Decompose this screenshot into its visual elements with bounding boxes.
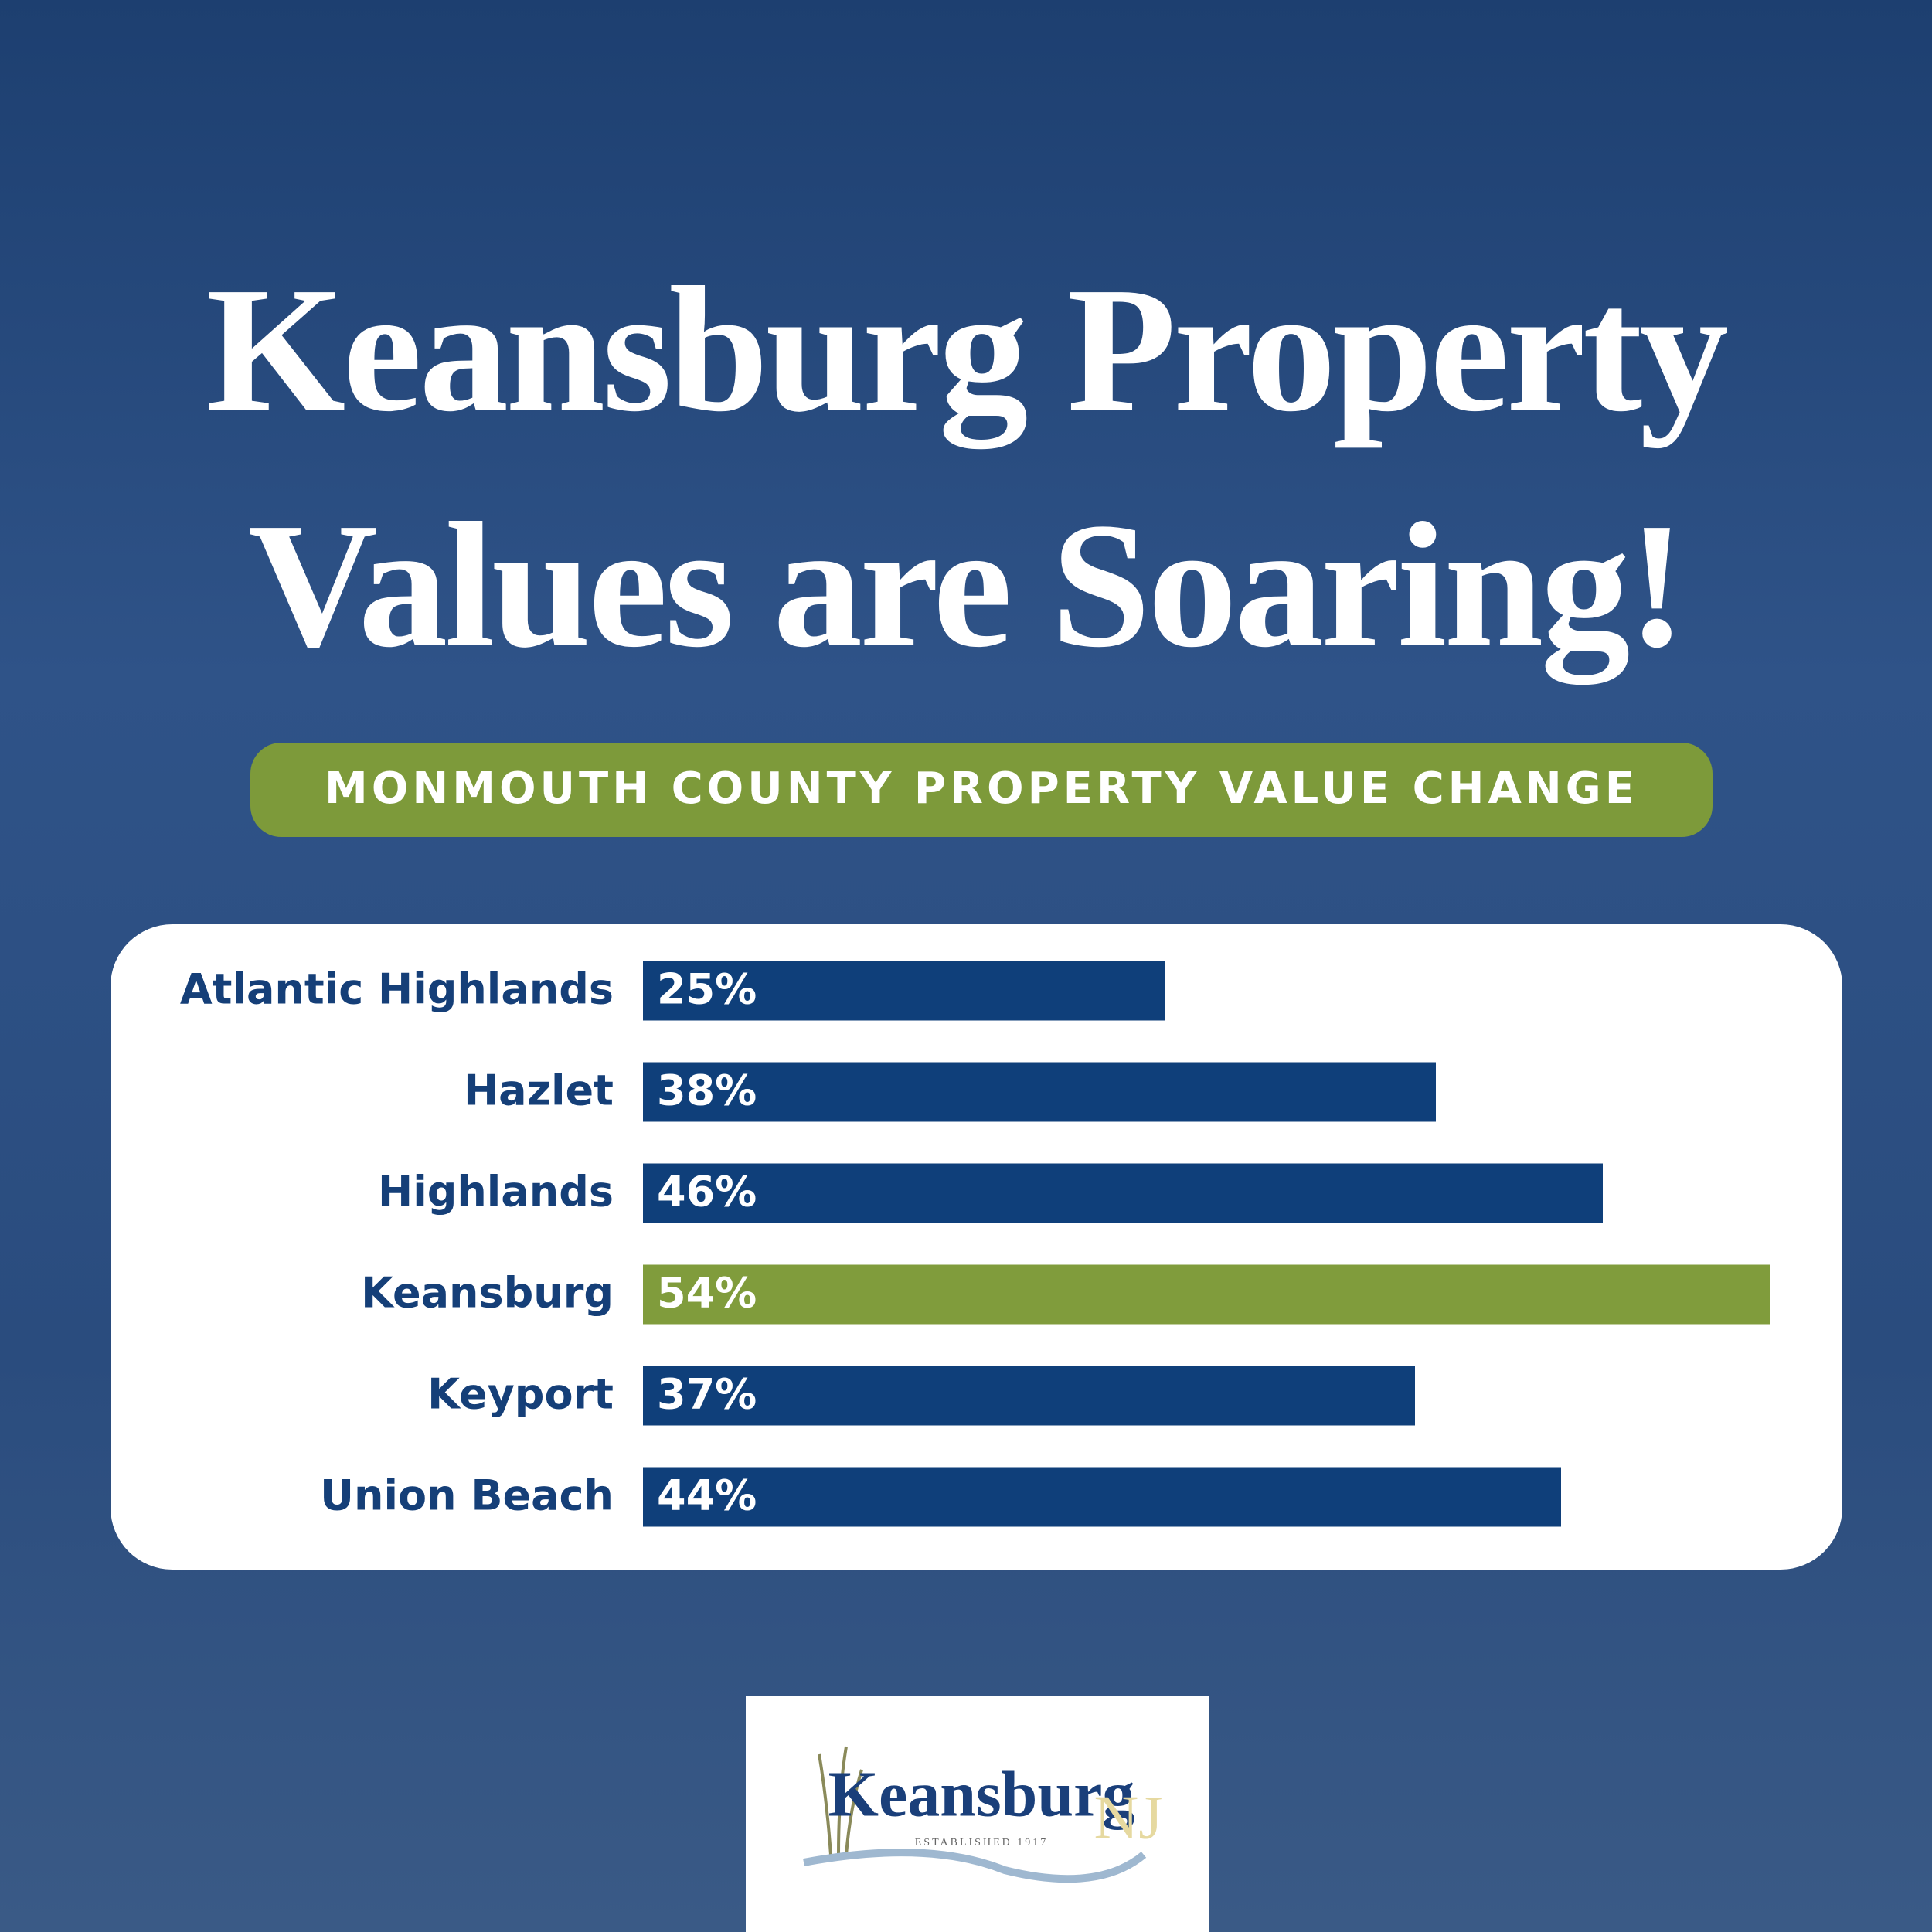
category-label: Keyport — [427, 1370, 614, 1419]
category-label: Union Beach — [320, 1471, 614, 1520]
logo-grass — [818, 1746, 863, 1855]
logo-tagline: ESTABLISHED 1917 — [915, 1837, 1049, 1849]
bar — [643, 1163, 1603, 1223]
bar — [643, 1062, 1436, 1122]
subtitle-pill — [250, 743, 1713, 837]
bar — [643, 1366, 1415, 1426]
logo-state: NJ — [1094, 1784, 1163, 1852]
logo-wave — [803, 1849, 1147, 1883]
category-label: Atlantic Highlands — [180, 965, 614, 1014]
category-label: Hazlet — [464, 1066, 614, 1115]
value-label: 54% — [657, 1269, 757, 1318]
category-label: Highlands — [378, 1168, 614, 1216]
value-label: 44% — [657, 1471, 757, 1520]
chart-title: Keansburg Property Values are Soaring! — [206, 250, 1730, 685]
bar — [643, 1467, 1561, 1527]
category-label: Keansburg — [361, 1269, 614, 1318]
chart-subtitle: MONMOUTH COUNTY PROPERTY VALUE CHANGE — [325, 764, 1638, 814]
value-label: 25% — [657, 965, 757, 1014]
logo-name: Keansburg — [828, 1758, 1135, 1830]
value-label: 46% — [657, 1168, 757, 1216]
value-label: 37% — [657, 1370, 757, 1419]
bar — [643, 1264, 1770, 1325]
value-label: 38% — [657, 1066, 757, 1115]
bar — [643, 961, 1165, 1021]
logo-box — [746, 1696, 1209, 1932]
